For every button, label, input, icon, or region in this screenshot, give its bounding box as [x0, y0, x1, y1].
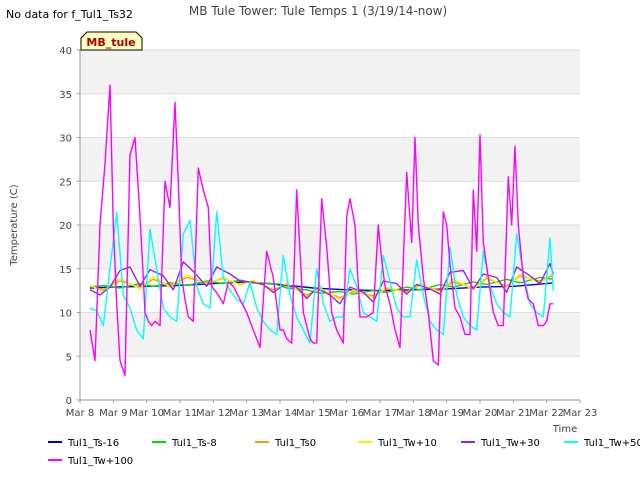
x-tick-label: Mar 19: [429, 408, 464, 419]
y-tick-label: 5: [66, 352, 72, 363]
y-tick-label: 35: [59, 90, 72, 101]
x-tick-label: Mar 16: [329, 408, 364, 419]
x-tick-label: Mar 23: [563, 408, 598, 419]
plot-band: [80, 50, 580, 94]
legend-item: Tul1_Ts0: [255, 438, 316, 449]
x-tick-label: Mar 11: [163, 408, 198, 419]
y-tick-label: 0: [66, 396, 72, 407]
x-tick-label: Mar 21: [496, 408, 531, 419]
x-tick-label: Mar 13: [229, 408, 264, 419]
plot-band: [80, 181, 580, 225]
x-tick-label: Mar 22: [529, 408, 564, 419]
plot-band: [80, 356, 580, 400]
x-tick-label: Mar 15: [296, 408, 331, 419]
x-tick-label: Mar 14: [263, 408, 298, 419]
y-axis-label: Temperature (C): [9, 184, 20, 266]
legend-label: Tul1_Ts-16: [67, 438, 119, 449]
y-tick-label: 40: [59, 46, 72, 57]
legend: Tul1_Ts-16 Tul1_Ts-8 Tul1_Ts0 Tul1_Tw+10 Tul…: [48, 438, 640, 467]
x-tick-label: Mar 9: [99, 408, 127, 419]
no-data-message: No data for f_Tul1_Ts32: [6, 8, 133, 21]
x-axis-label: Time: [552, 424, 577, 435]
site-label-tag: MB_tule: [80, 31, 143, 51]
site-label-box: [80, 31, 143, 51]
legend-item: Tul1_Ts-8: [152, 438, 217, 449]
y-tick-label: 30: [59, 134, 72, 145]
legend-item: Tul1_Tw+50: [564, 438, 640, 449]
y-tick-label: 25: [59, 177, 72, 188]
series-line-tul1-tw-50: [89, 211, 554, 344]
legend-label: Tul1_Tw+30: [480, 438, 540, 449]
y-tick-label: 10: [59, 309, 72, 320]
legend-label: Tul1_Tw+100: [67, 456, 133, 467]
x-tick-label: Mar 18: [396, 408, 431, 419]
series-line-tul1-tw-100: [89, 84, 554, 377]
chart-title: MB Tule Tower: Tule Temps 1 (3/19/14-now…: [189, 4, 447, 18]
y-tick-label: 20: [59, 221, 72, 232]
legend-label: Tul1_Tw+10: [377, 438, 437, 449]
x-tick-label: Mar 8: [66, 408, 94, 419]
x-tick-label: Mar 10: [129, 408, 164, 419]
legend-item: Tul1_Ts-16: [48, 438, 119, 449]
legend-label: Tul1_Ts0: [274, 438, 316, 449]
x-tick-label: Mar 20: [463, 408, 498, 419]
legend-label: Tul1_Tw+50: [583, 438, 640, 449]
legend-item: Tul1_Tw+30: [461, 438, 540, 449]
plot-band: [80, 312, 580, 357]
legend-label: Tul1_Ts-8: [171, 438, 217, 449]
y-tick-label: 15: [59, 265, 72, 276]
x-tick-label: Mar 17: [363, 408, 398, 419]
plot-band: [80, 137, 580, 182]
legend-item: Tul1_Tw+10: [358, 438, 437, 449]
legend-item: Tul1_Tw+100: [48, 456, 133, 467]
plot-band: [80, 93, 580, 138]
x-tick-label: Mar 12: [196, 408, 231, 419]
series-layer: [89, 84, 554, 377]
site-label-text: MB_tule: [86, 36, 135, 49]
